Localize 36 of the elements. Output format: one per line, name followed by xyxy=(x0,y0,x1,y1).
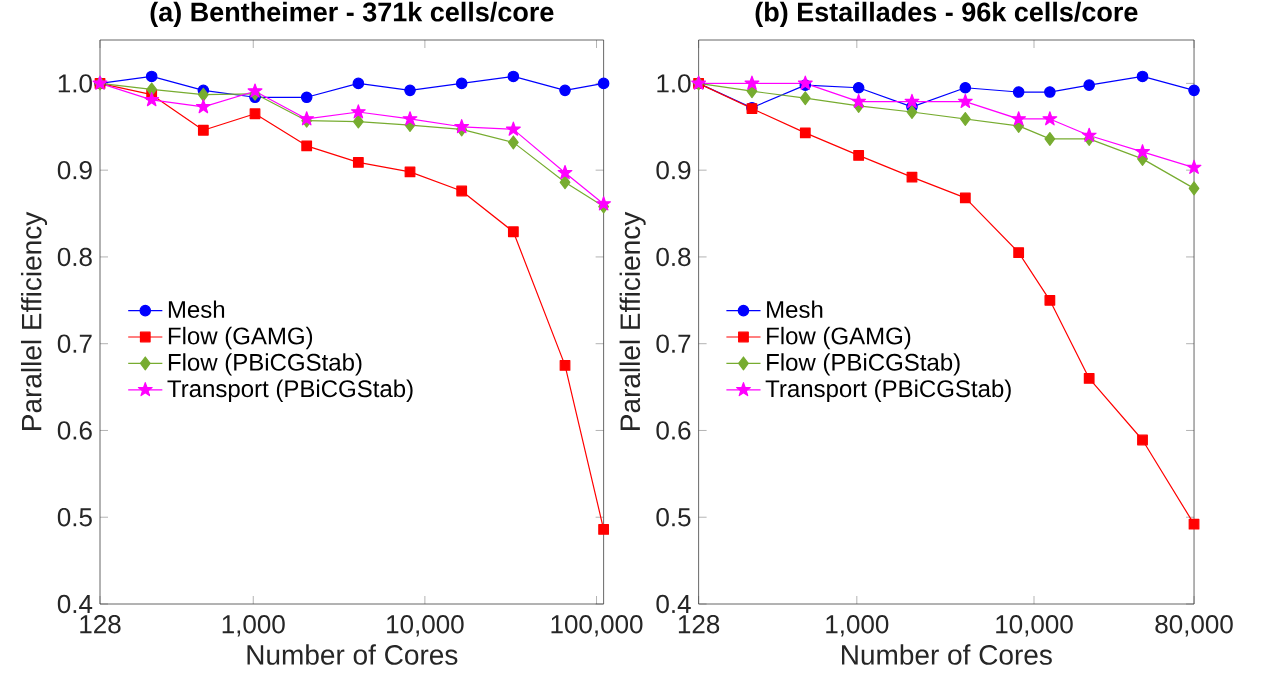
chart-title: (b) Estaillades - 96k cells/core xyxy=(755,1,1138,27)
x-tick-label: 100,000 xyxy=(551,615,643,637)
y-tick-label: 0.7 xyxy=(57,334,92,353)
x-tick-label: 1,000 xyxy=(826,615,889,637)
chart-title: (a) Bentheimer - 371k cells/core xyxy=(150,1,554,27)
x-axis-title: Number of Cores xyxy=(842,644,1052,665)
y-tick-label: 1.0 xyxy=(58,74,92,93)
x-tick-label: 10,000 xyxy=(387,615,464,637)
y-tick-label: 0.7 xyxy=(656,334,691,353)
legend-label: Flow (PBiCGStab) xyxy=(168,353,362,376)
legend-label: Flow (GAMG) xyxy=(168,326,313,350)
y-tick-label: 0.6 xyxy=(656,421,691,440)
legend-label: Flow (PBiCGStab) xyxy=(767,353,960,376)
y-axis-title: Parallel Efficiency xyxy=(20,211,48,430)
x-tick-label: 128 xyxy=(678,615,720,634)
legend-label: Transport (PBiCGStab) xyxy=(765,379,1011,402)
y-tick-label: 0.5 xyxy=(57,508,92,527)
x-axis-title: Number of Cores xyxy=(247,644,458,665)
y-tick-label: 0.9 xyxy=(656,160,691,180)
legend-label: Transport (PBiCGStab) xyxy=(167,379,413,402)
legend-label: Mesh xyxy=(168,300,225,319)
x-tick-label: 80,000 xyxy=(1155,615,1233,637)
x-tick-label: 10,000 xyxy=(996,615,1073,637)
y-tick-label: 0.8 xyxy=(57,247,92,267)
y-tick-label: 0.8 xyxy=(656,247,691,267)
y-tick-label: 0.4 xyxy=(57,594,93,614)
x-tick-label: 1,000 xyxy=(222,615,285,637)
y-axis-title: Parallel Efficiency xyxy=(619,211,646,430)
y-tick-label: 0.6 xyxy=(57,421,92,440)
legend-label: Mesh xyxy=(767,300,823,319)
legend-label: Flow (GAMG) xyxy=(767,326,911,350)
y-tick-label: 0.4 xyxy=(656,594,691,614)
y-tick-label: 1.0 xyxy=(657,74,691,93)
x-tick-label: 128 xyxy=(80,615,121,634)
y-tick-label: 0.5 xyxy=(656,508,691,527)
y-tick-label: 0.9 xyxy=(57,160,92,180)
